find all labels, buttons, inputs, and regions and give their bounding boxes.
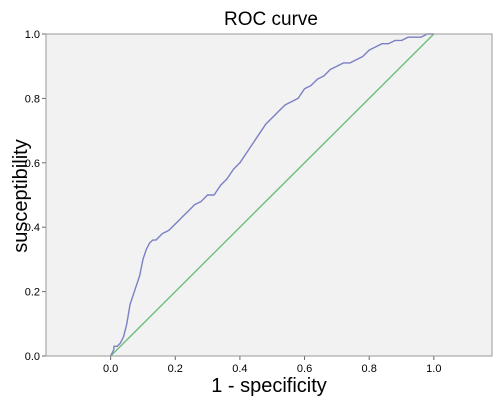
roc-curve-line bbox=[110, 33, 434, 357]
x-tick-label: 0.6 bbox=[297, 363, 312, 375]
reference-diagonal-line bbox=[110, 33, 435, 357]
x-tick-label: 0.0 bbox=[103, 363, 118, 375]
x-tick-label: 0.4 bbox=[232, 363, 247, 375]
y-tick-label: 0.4 bbox=[25, 222, 40, 234]
y-tick-label: 0.2 bbox=[25, 287, 40, 299]
y-tick-label: 0.0 bbox=[25, 351, 40, 363]
data-lines bbox=[110, 33, 435, 357]
x-axis-label: 1 - specificity bbox=[211, 375, 327, 397]
x-tick-label: 0.2 bbox=[168, 363, 183, 375]
plot-frame bbox=[45, 33, 493, 357]
x-tick-label: 1.0 bbox=[426, 363, 441, 375]
chart-title: ROC curve bbox=[224, 9, 318, 30]
y-tick-label: 0.8 bbox=[25, 93, 40, 105]
x-tick-label: 0.8 bbox=[362, 363, 377, 375]
y-tick-label: 0.6 bbox=[25, 158, 40, 170]
y-tick-label: 1.0 bbox=[25, 29, 40, 41]
axis-ticks: 0.0 0.2 0.4 0.6 0.8 1.0 0.0 0.2 0.4 0.6 0.8 1.0 bbox=[25, 29, 442, 375]
y-axis-label: susceptibility bbox=[10, 139, 32, 252]
plot-area bbox=[46, 34, 492, 356]
